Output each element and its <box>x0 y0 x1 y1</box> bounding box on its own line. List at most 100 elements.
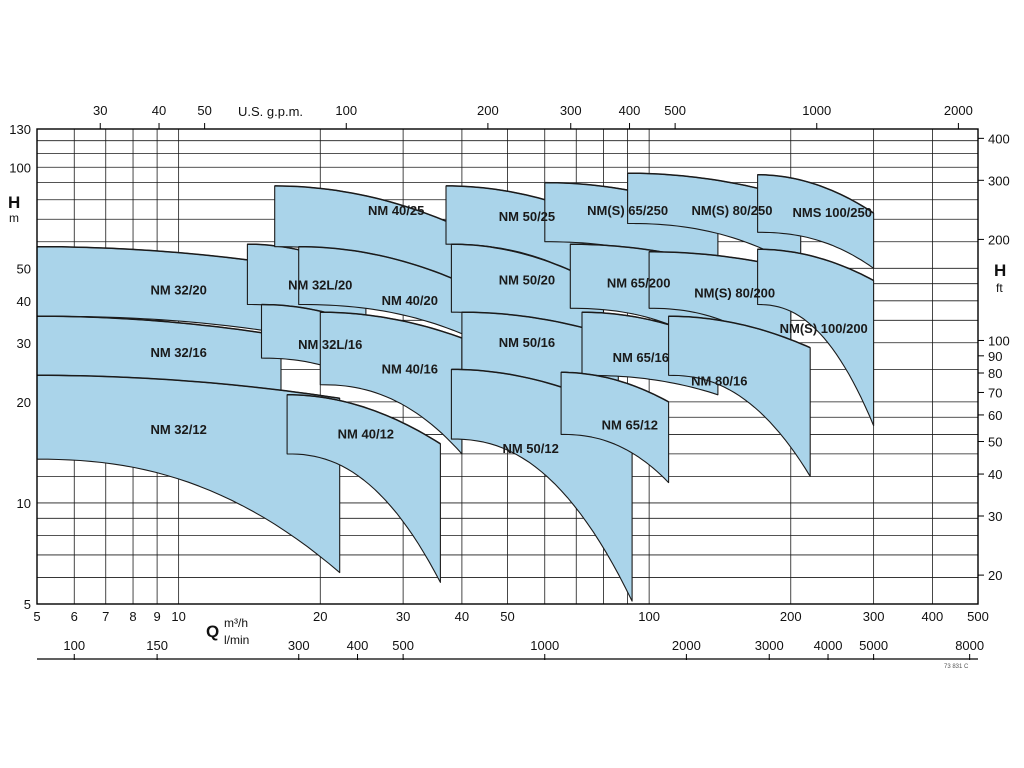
y-right-axis-unit: ft <box>996 281 1003 295</box>
tick-label-lmin: 300 <box>288 638 310 653</box>
curve-top-nm-40-20 <box>298 245 473 288</box>
curve-top-nm-40-16 <box>320 311 463 339</box>
model-label-nm-32l-16: NM 32L/16 <box>298 337 362 352</box>
reference-code: 73 831 C <box>944 664 969 670</box>
tick-label-m3h: 5 <box>33 609 40 624</box>
tick-label-m: 30 <box>17 336 31 351</box>
tick-label-ft: 80 <box>988 366 1002 381</box>
tick-label-ft: 50 <box>988 435 1002 450</box>
model-label-nms-100-250: NMS 100/250 <box>792 205 872 220</box>
curve-top-nms-100-250 <box>757 173 875 214</box>
curve-top-nm-40-12 <box>287 394 441 445</box>
model-label-nm-s-65-250: NM(S) 65/250 <box>587 203 668 218</box>
tick-label-m: 40 <box>17 294 31 309</box>
model-label-nm-32-16: NM 32/16 <box>150 345 206 360</box>
tick-label-gpm: 30 <box>93 103 107 118</box>
model-label-nm-40-12: NM 40/12 <box>338 426 394 441</box>
model-label-nm-s-80-200: NM(S) 80/200 <box>694 286 775 301</box>
x-top-axis-label: U.S. g.p.m. <box>238 104 303 119</box>
tick-label-gpm: 400 <box>619 103 641 118</box>
axes-frame <box>36 123 984 660</box>
tick-label-ft: 90 <box>988 349 1002 364</box>
y-left-axis-unit: m <box>9 211 19 225</box>
tick-label-gpm: 2000 <box>944 103 973 118</box>
tick-label-gpm: 50 <box>197 103 211 118</box>
tick-label-m3h: 9 <box>153 609 160 624</box>
model-label-nm-s-80-250: NM(S) 80/250 <box>692 203 773 218</box>
tick-label-m: 100 <box>9 160 31 175</box>
tick-label-lmin: 2000 <box>672 638 701 653</box>
curve-top-nm-32-20 <box>37 245 269 264</box>
tick-label-gpm: 200 <box>477 103 499 118</box>
tick-label-m3h: 200 <box>780 609 802 624</box>
y-left-axis-label: H <box>8 193 20 212</box>
model-label-nm-50-12: NM 50/12 <box>502 441 558 456</box>
model-label-nm-32-20: NM 32/20 <box>150 282 206 297</box>
tick-label-ft: 100 <box>988 333 1010 348</box>
tick-label-lmin: 1000 <box>530 638 559 653</box>
model-label-nm-65-16: NM 65/16 <box>613 350 669 365</box>
tick-label-m3h: 50 <box>500 609 514 624</box>
tick-label-lmin: 100 <box>63 638 85 653</box>
tick-label-m3h: 500 <box>967 609 989 624</box>
curve-top-nm-s-100-200 <box>757 248 874 282</box>
tick-label-gpm: 1000 <box>802 103 831 118</box>
tick-label-m3h: 400 <box>922 609 944 624</box>
x-axis-unit-lmin: l/min <box>224 633 249 647</box>
tick-label-m3h: 30 <box>396 609 410 624</box>
curve-top-nm-65-12 <box>561 371 669 403</box>
tick-label-m3h: 10 <box>171 609 185 624</box>
tick-label-lmin: 150 <box>146 638 168 653</box>
model-label-nm-65-200: NM 65/200 <box>607 276 671 291</box>
tick-label-m3h: 300 <box>863 609 885 624</box>
tick-label-ft: 40 <box>988 467 1002 482</box>
curve-top-nm-80-16 <box>668 315 811 349</box>
model-label-nm-80-16: NM 80/16 <box>691 374 747 389</box>
tick-label-m: 10 <box>17 496 31 511</box>
tick-label-m3h: 7 <box>102 609 109 624</box>
model-label-nm-s-100-200: NM(S) 100/200 <box>780 321 868 336</box>
tick-label-ft: 20 <box>988 568 1002 583</box>
x-axis-label: Q <box>206 622 219 641</box>
model-label-nm-65-12: NM 65/12 <box>602 418 658 433</box>
tick-label-m3h: 40 <box>455 609 469 624</box>
model-label-nm-32-12: NM 32/12 <box>150 422 206 437</box>
y-right-axis-label: H <box>994 261 1006 280</box>
curve-bands <box>36 172 875 602</box>
x-axis-unit-m3h: m³/h <box>224 616 248 630</box>
tick-label-m3h: 6 <box>71 609 78 624</box>
tick-label-gpm: 300 <box>560 103 582 118</box>
tick-label-gpm: 40 <box>152 103 166 118</box>
tick-label-m: 5 <box>24 597 31 612</box>
curve-band-nm-80-16 <box>668 315 811 477</box>
tick-label-ft: 400 <box>988 131 1010 146</box>
tick-label-ft: 200 <box>988 232 1010 247</box>
tick-label-m3h: 20 <box>313 609 327 624</box>
tick-label-m3h: 100 <box>638 609 660 624</box>
tick-label-lmin: 500 <box>392 638 414 653</box>
tick-label-m: 130 <box>9 122 31 137</box>
tick-label-m: 20 <box>17 395 31 410</box>
tick-label-lmin: 3000 <box>755 638 784 653</box>
model-label-nm-32l-20: NM 32L/20 <box>288 277 352 292</box>
model-label-nm-40-16: NM 40/16 <box>382 361 438 376</box>
model-label-nm-40-25: NM 40/25 <box>368 203 424 218</box>
curve-top-nm-32-16 <box>37 315 282 337</box>
curve-top-nm-32-12 <box>37 374 340 400</box>
tick-label-lmin: 4000 <box>814 638 843 653</box>
tick-label-m: 50 <box>17 261 31 276</box>
model-labels: NM 32/20 NM 32/16 NM 32/12 NM 32L/20 NM 32L/… <box>150 203 872 456</box>
tick-label-ft: 70 <box>988 385 1002 400</box>
tick-label-lmin: 5000 <box>859 638 888 653</box>
tick-label-m3h: 8 <box>129 609 136 624</box>
model-label-nm-40-20: NM 40/20 <box>382 293 438 308</box>
plot-frame <box>36 128 979 605</box>
model-label-nm-50-25: NM 50/25 <box>499 209 555 224</box>
tick-label-gpm: 500 <box>664 103 686 118</box>
tick-label-lmin: 400 <box>347 638 369 653</box>
tick-label-lmin: 8000 <box>955 638 984 653</box>
model-label-nm-50-20: NM 50/20 <box>499 272 555 287</box>
